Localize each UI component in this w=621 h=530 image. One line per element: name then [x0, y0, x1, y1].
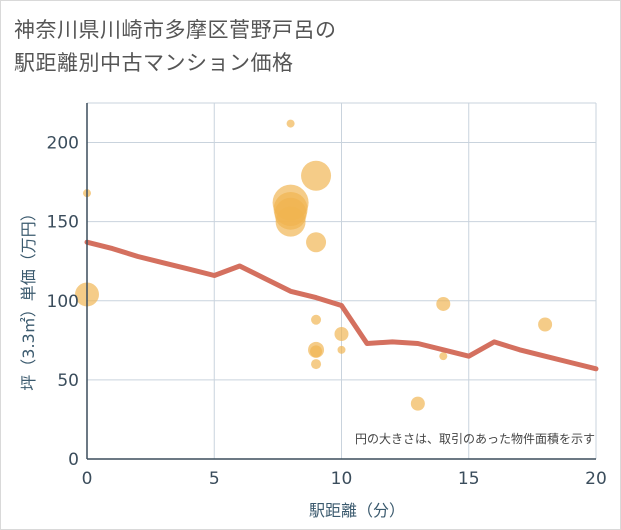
bubble-point	[310, 345, 323, 358]
bubble-point	[311, 314, 322, 325]
chart-title-line2: 駅距離別中古マンション価格	[14, 51, 294, 75]
x-tick-label: 10	[331, 469, 353, 489]
x-axis-label: 駅距離（分）	[309, 501, 405, 520]
bubble-point	[436, 296, 451, 311]
bubble-point	[286, 119, 295, 128]
y-tick-label: 50	[57, 371, 79, 391]
x-tick-label: 0	[82, 469, 93, 489]
bubble-point	[410, 396, 425, 411]
bubble-point	[439, 352, 448, 361]
y-tick-label: 100	[47, 292, 79, 312]
y-tick-label: 200	[47, 134, 79, 154]
bubble-point	[334, 327, 349, 342]
grid	[87, 102, 597, 459]
chart-title: 神奈川県川崎市多摩区菅野戸呂の 駅距離別中古マンション価格	[14, 14, 337, 80]
lines	[84, 239, 599, 372]
bubble-point	[301, 160, 332, 191]
bubble-point	[538, 317, 553, 332]
bubble-point	[306, 232, 327, 253]
bubble-point	[337, 345, 346, 354]
average-price-line	[84, 239, 599, 372]
y-axis-label: 坪（3.3㎡）単価（万円）	[19, 205, 38, 390]
x-tick-label: 15	[458, 469, 480, 489]
y-tick-label: 150	[47, 213, 79, 233]
x-tick-label: 20	[585, 469, 607, 489]
size-note: 円の大きさは、取引のあった物件面積を示す	[355, 431, 595, 446]
x-tick-label: 5	[209, 469, 220, 489]
bubbles	[75, 119, 553, 411]
chart-title-line1: 神奈川県川崎市多摩区菅野戸呂の	[14, 18, 337, 42]
bubble-point	[311, 359, 322, 370]
y-tick-label: 0	[68, 450, 79, 470]
bubble-point	[275, 206, 306, 237]
